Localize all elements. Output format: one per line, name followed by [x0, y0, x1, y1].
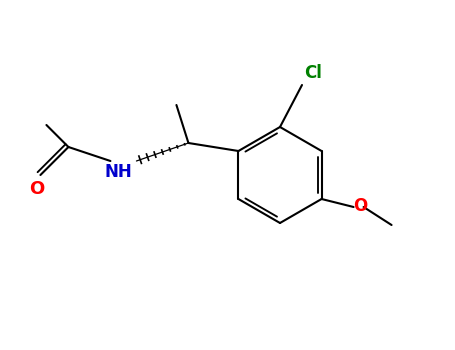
Text: O: O [354, 197, 368, 215]
Text: Cl: Cl [304, 64, 322, 82]
Text: O: O [29, 180, 44, 198]
Text: NH: NH [105, 163, 132, 181]
